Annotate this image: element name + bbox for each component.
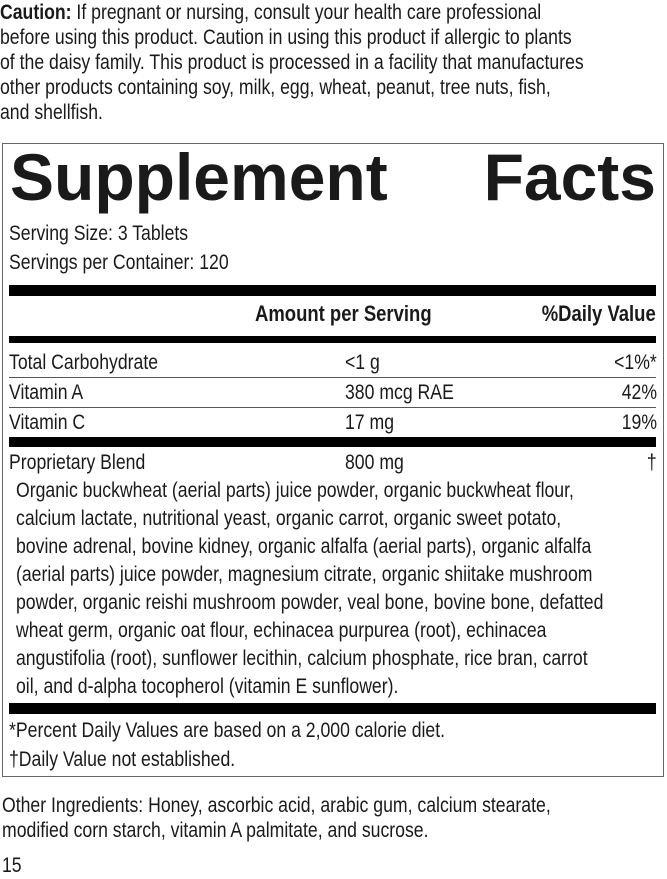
servings-per-container: Servings per Container: 120 (9, 251, 229, 274)
page-number: 15 (2, 854, 22, 877)
serving-size: Serving Size: 3 Tablets (9, 222, 189, 245)
blend-line: powder, organic reishi mushroom powder, … (16, 591, 604, 614)
other-ingredients-line: Other Ingredients: Honey, ascorbic acid,… (2, 794, 551, 817)
caution-line: of the daisy family. This product is pro… (0, 51, 584, 74)
blend-line: wheat germ, organic oat flour, echinacea… (16, 619, 547, 642)
divider-thick (9, 703, 656, 714)
caution-line: other products containing soy, milk, egg… (0, 76, 551, 99)
caution-line: and shellfish. (0, 101, 103, 124)
caution-line-text: If pregnant or nursing, consult your hea… (71, 1, 542, 24)
nutrient-dv: <1%* (614, 351, 657, 374)
caution-line: Caution: If pregnant or nursing, consult… (0, 0, 541, 25)
footnote-daily-values: *Percent Daily Values are based on a 2,0… (9, 719, 446, 742)
divider-thin (9, 407, 656, 408)
header-amount: Amount per Serving (255, 301, 432, 326)
blend-line: (aerial parts) juice powder, magnesium c… (16, 563, 593, 586)
nutrient-amount: 17 mg (345, 411, 395, 434)
nutrient-dv: 19% (621, 411, 657, 434)
other-ingredients-line: modified corn starch, vitamin A palmitat… (2, 819, 429, 842)
blend-line: calcium lactate, nutritional yeast, orga… (16, 507, 562, 530)
divider-thick (9, 285, 656, 296)
nutrient-dv: 42% (621, 381, 657, 404)
nutrient-name: Proprietary Blend (9, 451, 146, 474)
nutrient-name: Vitamin A (9, 381, 84, 404)
blend-line: bovine adrenal, bovine kidney, organic a… (16, 535, 592, 558)
blend-line: Organic buckwheat (aerial parts) juice p… (16, 479, 574, 502)
footnote-not-established: †Daily Value not established. (9, 748, 236, 771)
title-word: Facts (483, 140, 656, 214)
nutrient-name: Vitamin C (9, 411, 86, 434)
nutrient-amount: <1 g (345, 351, 380, 374)
caution-label: Caution: (0, 1, 72, 24)
blend-line: angustifolia (root), sunflower lecithin,… (16, 647, 588, 670)
caution-line: before using this product. Caution in us… (0, 26, 572, 49)
nutrient-name: Total Carbohydrate (9, 351, 159, 374)
divider-thick (9, 437, 656, 447)
panel-title: Supplement Facts (10, 142, 656, 212)
title-word: Supplement (10, 140, 388, 214)
nutrient-amount: 380 mcg RAE (345, 381, 454, 404)
supplement-facts-panel (2, 143, 664, 777)
nutrient-dv: † (647, 451, 657, 474)
nutrient-amount: 800 mg (345, 451, 404, 474)
blend-line: oil, and d-alpha tocopherol (vitamin E s… (16, 675, 399, 698)
divider-thick (9, 336, 656, 343)
divider-thin (9, 377, 656, 378)
header-daily-value: %Daily Value (541, 301, 656, 326)
